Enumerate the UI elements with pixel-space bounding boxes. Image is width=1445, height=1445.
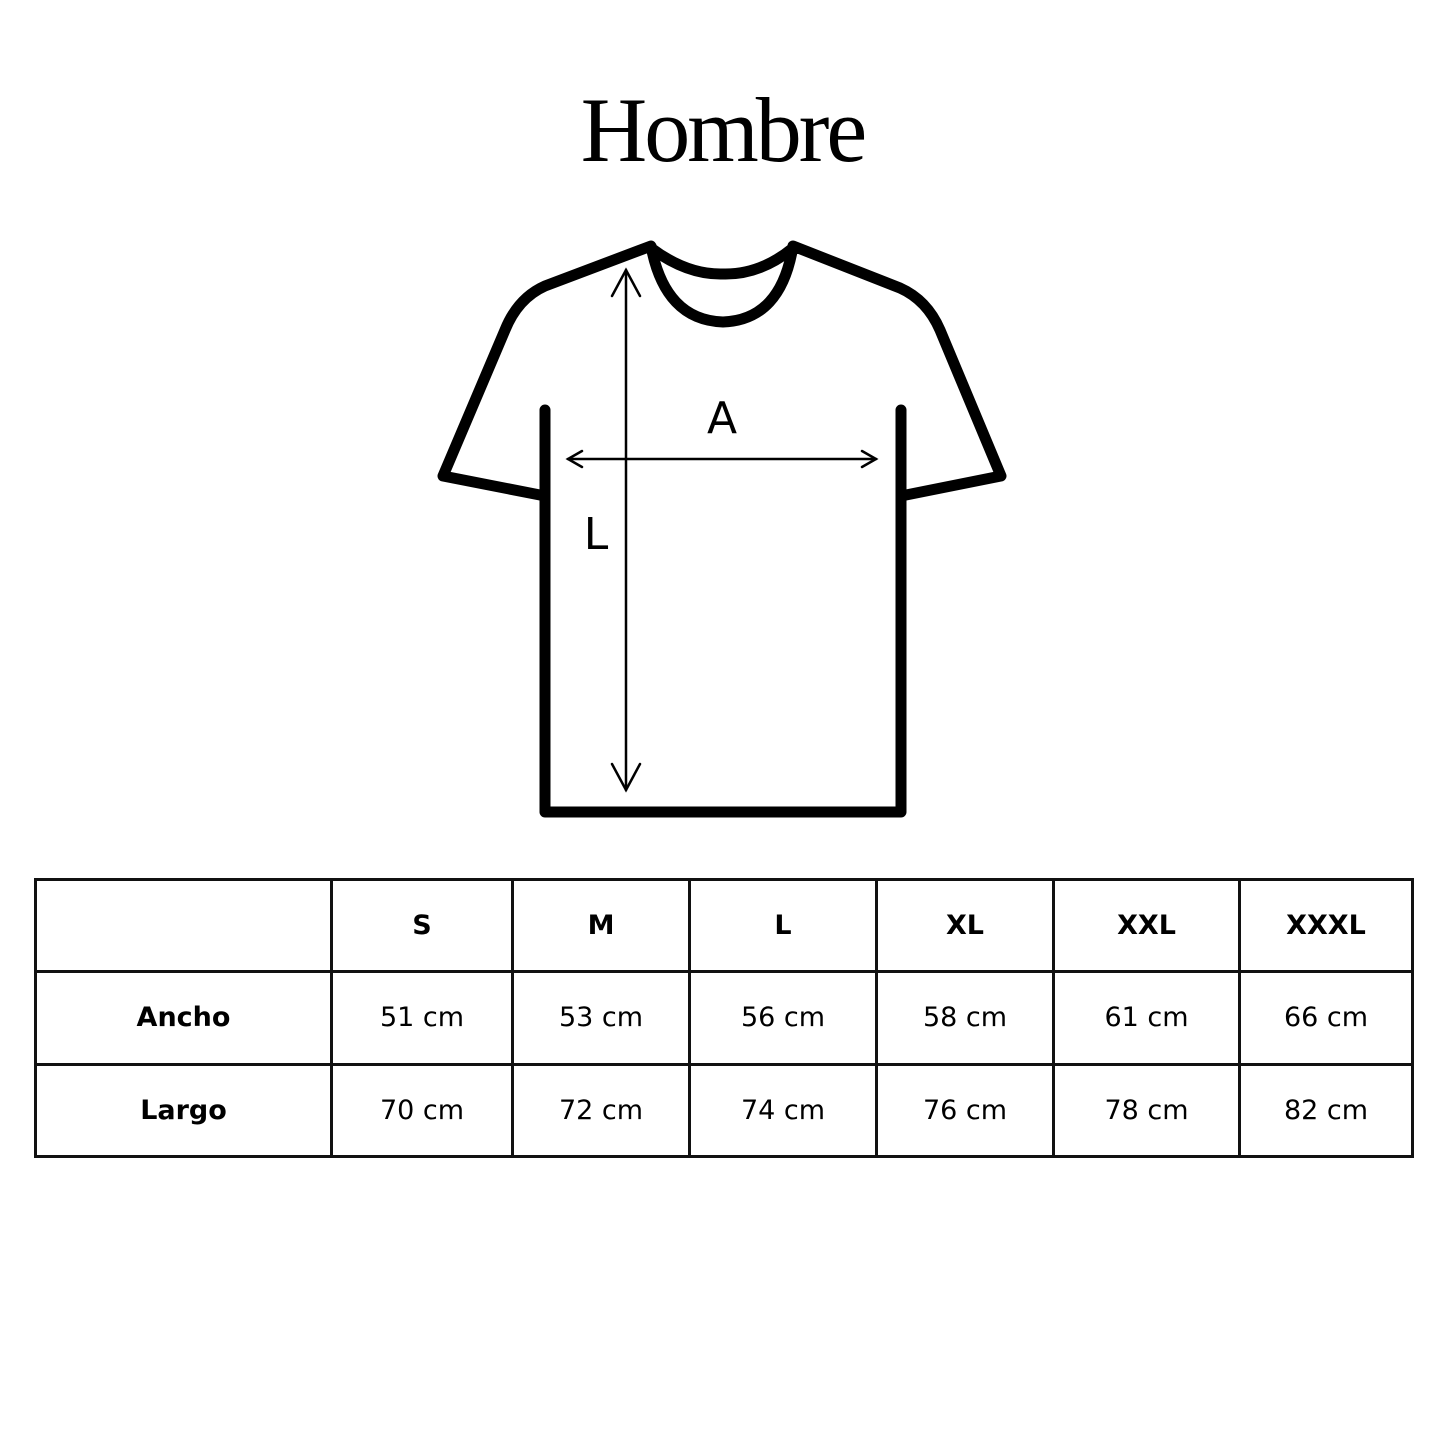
page-title: Hombre (580, 79, 867, 181)
row-header: Ancho (34, 970, 333, 1066)
table-cell: 72 cm (511, 1062, 691, 1159)
table-cell: 82 cm (1238, 1062, 1414, 1159)
tshirt-diagram: A L (437, 240, 1007, 818)
table-row: Largo 70 cm 72 cm 74 cm 76 cm 78 cm 82 c… (34, 1062, 1414, 1159)
measure-arrows (565, 267, 879, 793)
table-cell: 58 cm (875, 970, 1055, 1066)
table-header-row: S M L XL XXL XXXL (34, 877, 1414, 974)
table-cell: 76 cm (875, 1062, 1055, 1159)
length-label: L (584, 509, 609, 560)
column-header: M (511, 877, 691, 974)
column-header (34, 877, 333, 974)
column-header: L (688, 877, 878, 974)
table-cell: 74 cm (688, 1062, 878, 1159)
table-row: Ancho 51 cm 53 cm 56 cm 58 cm 61 cm 66 c… (34, 970, 1414, 1066)
column-header: S (330, 877, 514, 974)
table-cell: 61 cm (1052, 970, 1241, 1066)
table-cell: 56 cm (688, 970, 878, 1066)
width-label: A (707, 393, 737, 444)
column-header: XXXL (1238, 877, 1414, 974)
column-header: XL (875, 877, 1055, 974)
table-cell: 78 cm (1052, 1062, 1241, 1159)
column-header: XXL (1052, 877, 1241, 974)
row-header: Largo (34, 1062, 333, 1159)
table-cell: 51 cm (330, 970, 514, 1066)
table-cell: 70 cm (330, 1062, 514, 1159)
size-table: S M L XL XXL XXXL Ancho 51 cm 53 cm 56 c… (34, 877, 1414, 1159)
tshirt-outline (437, 240, 1007, 818)
table-cell: 53 cm (511, 970, 691, 1066)
table-cell: 66 cm (1238, 970, 1414, 1066)
